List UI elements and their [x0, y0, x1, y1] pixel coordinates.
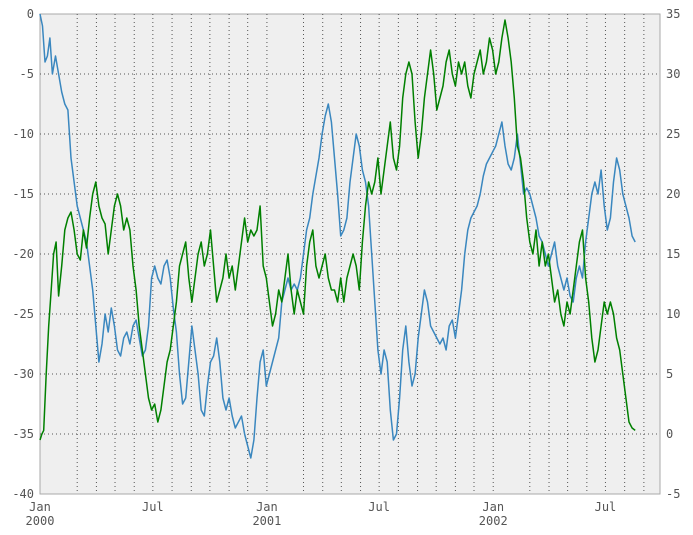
x-tick-label: Jul — [595, 500, 617, 514]
x-tick-label: Jan — [256, 500, 278, 514]
left-tick-label: -35 — [12, 427, 34, 441]
x-tick-sublabel: 2002 — [479, 514, 508, 528]
right-tick-label: 25 — [666, 127, 680, 141]
left-tick-label: -10 — [12, 127, 34, 141]
series-layer — [39, 13, 636, 459]
right-tick-label: 35 — [666, 7, 680, 21]
right-tick-label: 5 — [666, 367, 673, 381]
right-tick-label: 30 — [666, 67, 680, 81]
x-tick-label: Jul — [142, 500, 164, 514]
right-tick-label: 10 — [666, 307, 680, 321]
left-tick-label: -5 — [20, 67, 34, 81]
series-line-green — [39, 19, 636, 441]
x-tick-label: Jan — [482, 500, 504, 514]
left-tick-label: -20 — [12, 247, 34, 261]
left-tick-label: -40 — [12, 487, 34, 501]
left-tick-label: 0 — [27, 7, 34, 21]
left-axis-ticks: 0 -5 -10 -15 -20 -25 -30 -35 -40 — [12, 7, 34, 501]
x-tick-sublabel: 2000 — [26, 514, 55, 528]
left-tick-label: -15 — [12, 187, 34, 201]
left-tick-label: -25 — [12, 307, 34, 321]
right-tick-label: 0 — [666, 427, 673, 441]
right-tick-label: -5 — [666, 487, 680, 501]
right-axis-ticks: 35 30 25 20 15 10 5 0 -5 — [666, 7, 680, 501]
left-tick-label: -30 — [12, 367, 34, 381]
right-tick-label: 15 — [666, 247, 680, 261]
minor-ticks — [76, 14, 645, 494]
series-line-blue — [39, 13, 636, 459]
x-tick-label: Jan — [29, 500, 51, 514]
right-tick-label: 20 — [666, 187, 680, 201]
x-tick-sublabel: 2001 — [252, 514, 281, 528]
x-tick-label: Jul — [368, 500, 390, 514]
